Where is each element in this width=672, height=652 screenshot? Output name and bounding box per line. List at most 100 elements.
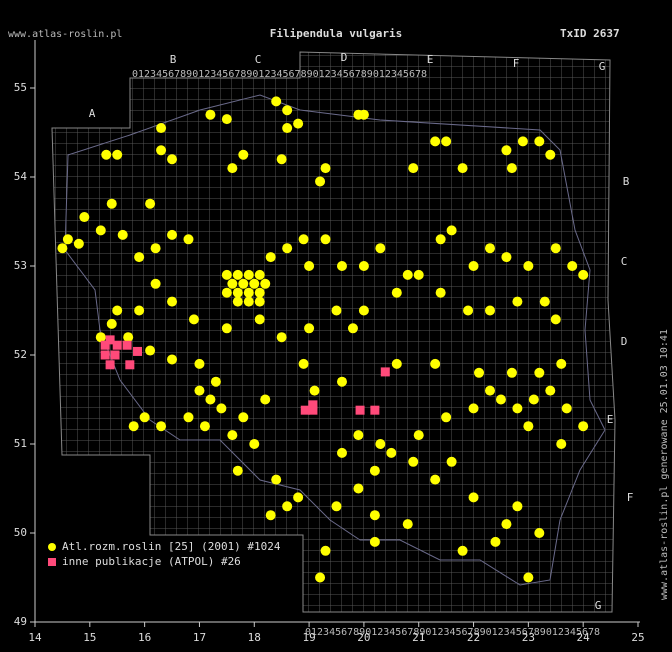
record-dot bbox=[331, 501, 342, 512]
record-dot bbox=[501, 519, 512, 530]
record-dot bbox=[490, 536, 501, 547]
record-dot bbox=[298, 358, 309, 369]
record-dot bbox=[106, 318, 117, 329]
record-dot bbox=[79, 212, 90, 223]
record-dot bbox=[534, 367, 545, 378]
country-border bbox=[64, 94, 606, 586]
record-dot bbox=[463, 305, 474, 316]
record-square bbox=[133, 346, 143, 356]
record-dot bbox=[282, 123, 293, 134]
record-dot bbox=[276, 332, 287, 343]
record-dot bbox=[545, 385, 556, 396]
record-dot bbox=[430, 136, 441, 147]
x-tick-label: 19 bbox=[302, 631, 315, 644]
record-dot bbox=[254, 269, 265, 280]
record-dot bbox=[167, 296, 178, 307]
record-square bbox=[105, 360, 115, 370]
record-dot bbox=[375, 439, 386, 449]
record-square bbox=[125, 360, 135, 370]
record-dot bbox=[545, 149, 556, 160]
record-dot bbox=[468, 492, 479, 503]
record-dot bbox=[375, 243, 386, 254]
x-tick-label: 16 bbox=[138, 631, 151, 644]
record-dot bbox=[271, 96, 282, 107]
record-dot bbox=[550, 314, 561, 325]
record-dot bbox=[353, 483, 364, 494]
record-dot bbox=[221, 323, 232, 334]
side-note: www.atlas-roslin.pl generowane 25.01.03 … bbox=[659, 329, 670, 600]
x-tick-label: 22 bbox=[467, 631, 480, 644]
record-dot bbox=[578, 421, 589, 432]
record-dot bbox=[556, 439, 567, 449]
record-dot bbox=[221, 287, 232, 298]
record-square bbox=[112, 340, 122, 350]
record-dot bbox=[282, 501, 293, 512]
record-dot bbox=[205, 394, 216, 405]
record-dot bbox=[331, 305, 342, 316]
grid-letter: C bbox=[255, 53, 262, 66]
record-dot bbox=[484, 385, 495, 396]
record-dot bbox=[441, 412, 452, 423]
x-tick-label: 23 bbox=[522, 631, 535, 644]
record-dot bbox=[227, 278, 238, 289]
record-dot bbox=[561, 403, 572, 414]
record-dot bbox=[512, 296, 523, 307]
record-dot bbox=[484, 305, 495, 316]
record-dot bbox=[501, 252, 512, 263]
record-dot bbox=[95, 332, 106, 343]
record-dot bbox=[167, 154, 178, 165]
record-square bbox=[105, 335, 115, 345]
record-dot bbox=[243, 269, 254, 280]
record-dot bbox=[271, 474, 282, 485]
record-dot bbox=[95, 225, 106, 236]
record-dot bbox=[386, 447, 397, 458]
record-dot bbox=[358, 109, 369, 120]
x-tick-label: 14 bbox=[28, 631, 42, 644]
record-dot bbox=[216, 403, 227, 414]
record-dot bbox=[413, 430, 424, 441]
record-dot bbox=[315, 572, 326, 583]
record-dot bbox=[315, 176, 326, 187]
record-dot bbox=[232, 269, 243, 280]
record-dot bbox=[435, 287, 446, 298]
record-dot bbox=[123, 332, 134, 343]
record-dot bbox=[495, 394, 506, 405]
record-dot bbox=[145, 345, 156, 356]
record-dot bbox=[249, 278, 260, 289]
x-tick-label: 24 bbox=[577, 631, 591, 644]
grid-letter: B bbox=[623, 175, 630, 188]
record-dot bbox=[457, 163, 468, 174]
record-dot bbox=[430, 474, 441, 485]
record-dot bbox=[534, 136, 545, 147]
x-tick-label: 15 bbox=[83, 631, 96, 644]
record-dot bbox=[238, 149, 249, 160]
record-square bbox=[380, 367, 390, 377]
record-dot bbox=[474, 367, 485, 378]
record-square bbox=[100, 340, 110, 350]
grid-letter: A bbox=[89, 107, 96, 120]
record-dot bbox=[128, 421, 139, 432]
record-dot bbox=[221, 269, 232, 280]
record-dot bbox=[232, 287, 243, 298]
legend-swatch bbox=[48, 543, 56, 551]
record-dot bbox=[446, 456, 457, 467]
record-dot bbox=[457, 545, 468, 556]
record-dot bbox=[320, 163, 331, 174]
record-dot bbox=[408, 163, 419, 174]
record-dot bbox=[57, 243, 68, 254]
record-dot bbox=[358, 305, 369, 316]
record-dot bbox=[260, 394, 271, 405]
record-dot bbox=[408, 456, 419, 467]
record-dot bbox=[194, 385, 205, 396]
record-dot bbox=[556, 358, 567, 369]
record-dot bbox=[369, 536, 380, 547]
record-dot bbox=[413, 269, 424, 280]
record-dot bbox=[441, 136, 452, 147]
record-dot bbox=[578, 269, 589, 280]
record-dot bbox=[402, 269, 413, 280]
grid-letter: F bbox=[627, 491, 634, 504]
record-dot bbox=[539, 296, 550, 307]
record-dot bbox=[238, 412, 249, 423]
record-dot bbox=[101, 149, 112, 160]
